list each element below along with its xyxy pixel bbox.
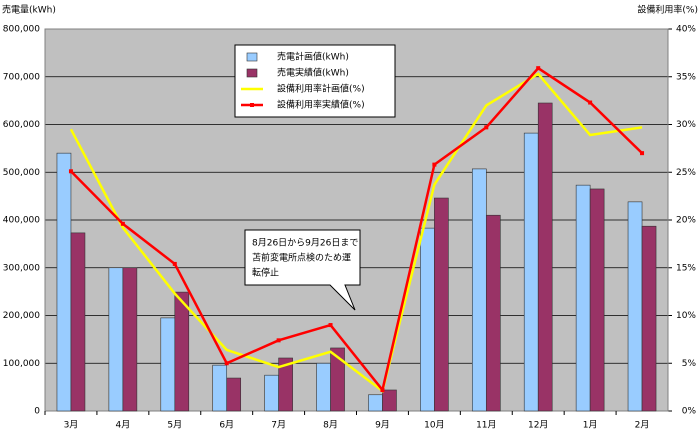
marker [380,387,385,392]
marker [484,125,489,130]
legend-swatch [246,52,258,62]
line [70,66,643,393]
y-tick-label: 400,000 [3,216,40,226]
bar [316,362,331,412]
y2-tick-label: 30% [676,120,696,130]
x-tick-label: 4月 [116,420,131,431]
marker [120,221,125,226]
marker [432,162,437,167]
marker [224,361,229,366]
x-tick-label: 3月 [64,420,79,431]
bar [575,184,591,412]
x-tick-label: 11月 [476,420,496,431]
x-tick-label: 7月 [271,420,286,431]
y-axis-title: 売電量(kWh) [2,4,56,16]
y2-tick-label: 40% [676,25,696,35]
bar [382,389,397,412]
y2-tick-label: 5% [682,359,697,369]
bar [278,357,293,412]
legend-marker [250,103,254,107]
y-tick-label: 200,000 [3,311,40,321]
y-tick-label: 0 [34,407,40,417]
x-tick-label: 2月 [635,420,650,431]
legend-label: 設備利用率実績値(%) [277,99,365,111]
bar [56,152,72,412]
marker [588,100,593,105]
x-tick-label: 6月 [219,420,234,431]
y2-tick-label: 10% [676,311,696,321]
bar [523,132,539,412]
line [69,72,643,394]
marker [536,66,541,71]
y2-tick-label: 25% [676,168,696,178]
bar [174,291,190,412]
legend-swatch [246,68,258,78]
bar [420,227,435,412]
bar [108,267,124,412]
bar [212,364,228,412]
bar [264,374,279,412]
legend-label: 売電実績値(kWh) [277,67,349,79]
y-tick-label: 100,000 [3,359,40,369]
annotation: 苫前変電所点検のため運 [252,252,351,264]
y-tick-label: 600,000 [3,120,40,130]
marker [328,323,333,328]
bar [330,347,345,412]
marker [172,261,177,266]
marker [68,169,73,174]
x-tick-label: 1月 [583,420,598,431]
marker [276,338,281,343]
x-tick-label: 8月 [323,420,338,431]
bar [485,214,501,412]
y2-tick-label: 15% [676,263,696,273]
bar [471,168,487,412]
y2-tick-label: 20% [676,216,696,226]
bar [537,102,553,412]
y2-tick-label: 0% [682,407,697,417]
x-tick-label: 9月 [375,420,390,431]
legend-label: 売電計画値(kWh) [277,51,349,63]
bar [122,267,138,412]
marker [640,151,645,156]
y-tick-label: 800,000 [3,25,40,35]
legend-label: 設備利用率計画値(%) [277,83,365,95]
callout [244,229,361,311]
bar [641,225,657,412]
y-tick-label: 300,000 [3,263,40,273]
x-tick-label: 12月 [528,420,548,431]
x-tick-label: 5月 [167,420,182,431]
y-tick-label: 700,000 [3,72,40,82]
bar [589,188,605,412]
bar [368,394,383,412]
bar [627,201,643,412]
bar [160,317,176,412]
y-tick-label: 500,000 [3,168,40,178]
bar [70,232,86,412]
y2-tick-label: 35% [676,72,696,82]
annotation: 転停止 [252,267,279,279]
bar [226,377,242,412]
x-tick-label: 10月 [424,420,444,431]
bar [434,197,449,412]
annotation: 8月26日から9月26日まで [252,238,358,249]
y2-axis-title: 設備利用率(%) [637,4,698,16]
